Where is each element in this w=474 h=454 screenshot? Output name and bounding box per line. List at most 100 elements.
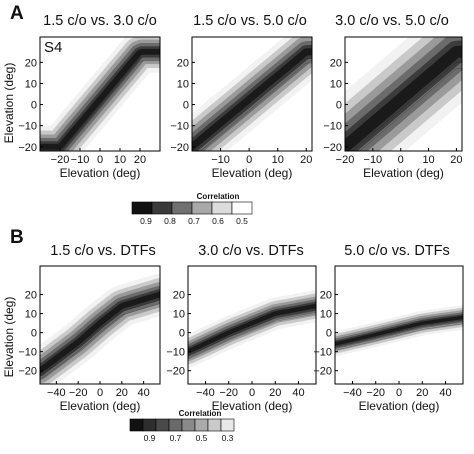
- colorbar-a-tick-label: 0.9: [140, 216, 152, 226]
- x-tick-label: −10: [211, 154, 230, 166]
- y-tick-label: 10: [320, 309, 332, 321]
- contour-line: [359, 68, 462, 151]
- x-tick-label: −10: [71, 154, 90, 166]
- x-tick-label: −10: [364, 154, 383, 166]
- x-tick-label: 20: [300, 154, 312, 166]
- y-tick-label: 0: [31, 328, 37, 340]
- x-tick-label: −20: [51, 154, 70, 166]
- y-tick-label: 0: [183, 100, 189, 112]
- heatmap-panel-2: −10 0 10 20 −20 −10 0 10 20 Elevation (deg): [170, 36, 313, 180]
- x-tick-label: 20: [416, 387, 428, 399]
- contour-line: [188, 313, 316, 360]
- y-tick-label: 20: [330, 57, 342, 69]
- x-tick-label: 40: [292, 387, 304, 399]
- panel-frame: [344, 36, 463, 152]
- y-tick-label: 0: [31, 100, 37, 112]
- y-tick-label: −10: [323, 121, 342, 133]
- contour-line: [335, 323, 463, 351]
- x-tick-label: −20: [69, 387, 88, 399]
- x-tick-label: 0: [97, 154, 103, 166]
- y-tick-label: −10: [18, 347, 37, 359]
- x-tick-label: 10: [114, 154, 126, 166]
- colorbar-b-tick-label: 0.7: [170, 433, 182, 443]
- y-tick-label: 20: [25, 290, 37, 302]
- panel-b3-title: 5.0 c/o vs. DTFs: [344, 243, 450, 259]
- x-tick-label: −20: [336, 154, 355, 166]
- x-axis-label: Elevation (deg): [359, 399, 440, 413]
- y-tick-label: 0: [326, 328, 332, 340]
- colorbar-a-tick-label: 0.5: [236, 216, 248, 226]
- y-tick-label: −10: [313, 347, 332, 359]
- colorbar-b-swatch: [194, 418, 209, 432]
- colorbar-a-title: Correlation: [197, 192, 240, 201]
- contour-line: [200, 62, 312, 151]
- contour-line: [188, 310, 316, 357]
- contour-line: [40, 303, 160, 380]
- y-tick-label: −10: [166, 347, 185, 359]
- x-axis-label: Elevation (deg): [212, 399, 293, 413]
- panel-frame: [191, 36, 313, 152]
- panel-a3-title: 3.0 c/o vs. 5.0 c/o: [335, 13, 449, 29]
- colorbar-b-tick-label: 0.5: [196, 433, 208, 443]
- x-tick-label: 40: [138, 387, 150, 399]
- correlation-band-6: [192, 48, 312, 151]
- colorbar-a-swatch: [231, 201, 253, 215]
- colorbar-b-swatch: [155, 418, 170, 432]
- colorbar-b-title: Correlation: [179, 409, 222, 418]
- contour-line: [60, 57, 160, 151]
- y-tick-label: 20: [320, 290, 332, 302]
- heatmap-panel-3: −20 −10 0 10 20 −20 −10 0 10 20 Elevation (deg): [323, 36, 463, 180]
- x-axis-label: Elevation (deg): [60, 399, 141, 413]
- correlation-band-6: [40, 291, 160, 374]
- x-tick-label: −40: [343, 387, 362, 399]
- y-tick-label: −10: [18, 121, 37, 133]
- contour-line: [351, 61, 462, 151]
- x-tick-label: 0: [249, 387, 255, 399]
- panel-b-ylabel: Elevation (deg): [2, 297, 16, 378]
- panel-a-ylabel: Elevation (deg): [2, 63, 16, 144]
- y-tick-label: −20: [170, 142, 189, 154]
- colorbar-a: Correlation 0.9 0.8 0.7 0.6 0.5: [131, 192, 253, 226]
- contour-line: [63, 60, 160, 151]
- colorbar-a-tick-label: 0.6: [212, 216, 224, 226]
- contour-line: [40, 299, 160, 377]
- x-tick-label: 20: [269, 387, 281, 399]
- y-tick-label: −20: [166, 366, 185, 378]
- colorbar-a-swatch: [171, 201, 193, 215]
- x-tick-label: −20: [219, 387, 238, 399]
- correlation-band-6: [40, 48, 160, 150]
- colorbar-b-swatch: [129, 418, 144, 432]
- colorbar-b-tick-label: 0.3: [222, 433, 234, 443]
- colorbar-b-swatch: [220, 418, 235, 432]
- x-tick-label: 0: [97, 387, 103, 399]
- x-tick-label: 40: [439, 387, 451, 399]
- x-tick-label: −40: [196, 387, 215, 399]
- colorbar-b-swatch: [181, 418, 196, 432]
- panel-a1-title: 1.5 c/o vs. 3.0 c/o: [43, 13, 157, 29]
- x-tick-label: 20: [134, 154, 146, 166]
- colorbar-b-swatch: [207, 418, 222, 432]
- x-axis-label: Elevation (deg): [212, 166, 293, 180]
- contour-line: [194, 58, 312, 151]
- x-tick-label: 0: [396, 387, 402, 399]
- y-tick-label: 0: [179, 328, 185, 340]
- y-tick-label: 10: [25, 309, 37, 321]
- y-tick-label: −20: [323, 142, 342, 154]
- y-tick-label: −20: [18, 142, 37, 154]
- y-tick-label: 10: [173, 309, 185, 321]
- panel-b1-title: 1.5 c/o vs. DTFs: [50, 243, 156, 259]
- subject-label: S4: [44, 39, 62, 56]
- panel-b2-title: 3.0 c/o vs. DTFs: [198, 243, 304, 259]
- y-tick-label: 10: [177, 78, 189, 90]
- contour-line: [335, 320, 463, 349]
- x-tick-label: −40: [47, 387, 66, 399]
- colorbar-b-tick-label: 0.9: [144, 433, 156, 443]
- colorbar-a-swatch: [191, 201, 213, 215]
- correlation-band-6: [335, 315, 463, 346]
- correlation-band-6: [345, 45, 462, 151]
- x-tick-label: −20: [366, 387, 385, 399]
- y-tick-label: 0: [336, 100, 342, 112]
- correlation-band-6: [188, 303, 316, 354]
